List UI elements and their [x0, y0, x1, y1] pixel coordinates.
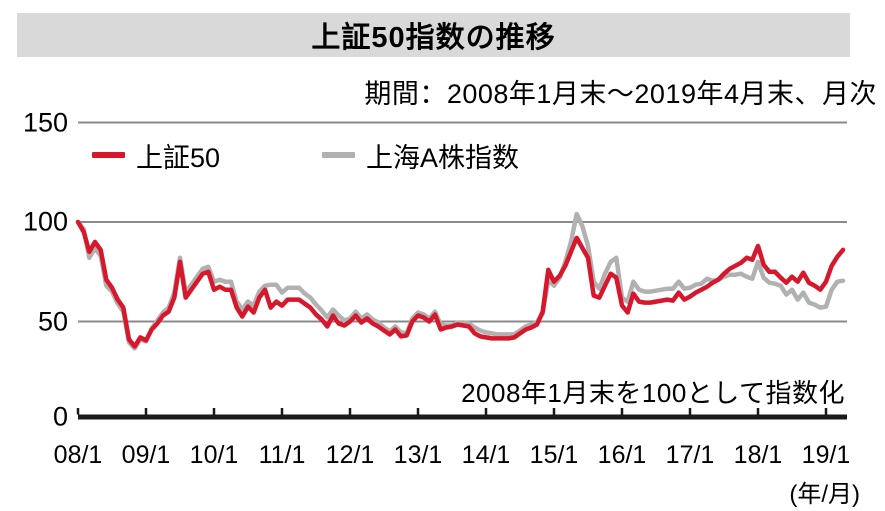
y-tick-label-50: 50 [37, 306, 68, 336]
chart-legend: 上証50 上海A株指数 [92, 140, 519, 173]
legend-item-sse50: 上証50 [92, 136, 220, 175]
index-base-annotation: 2008年1月末を100として指数化 [461, 378, 845, 408]
x-tick-label-09-1: 09/1 [121, 441, 171, 469]
x-tick-label-14-1: 14/1 [461, 441, 511, 469]
x-tick-label-18-1: 18/1 [733, 441, 783, 469]
x-tick-label-12-1: 12/1 [325, 441, 375, 469]
x-tick-label-08-1: 08/1 [53, 441, 103, 469]
x-tick-label-19-1: 19/1 [801, 441, 851, 469]
series-line-shanghai-a [75, 211, 846, 351]
x-tick-label-11-1: 11/1 [258, 441, 306, 469]
chart-subtitle: 期間：2008年1月末～2019年4月末、月次 [364, 79, 877, 109]
legend-item-shanghai-a: 上海A株指数 [322, 136, 519, 175]
axis-unit-label: (年/月) [789, 481, 860, 508]
x-tick-label-10-1: 10/1 [189, 441, 239, 469]
chart-title-banner: 上証50指数の推移 [17, 13, 850, 57]
chart-title: 上証50指数の推移 [311, 22, 556, 54]
series-line-sse50 [75, 219, 846, 349]
y-tick-label-100: 100 [22, 206, 68, 237]
y-tick-label-150: 150 [22, 107, 68, 137]
x-tick-label-16-1: 16/1 [597, 441, 647, 469]
y-tick-label-0: 0 [52, 401, 68, 432]
legend-label-sse50: 上証50 [136, 142, 221, 173]
legend-label-shanghai-a: 上海A株指数 [366, 142, 520, 173]
legend-swatch-gray-line [322, 152, 356, 158]
x-tick-label-17-1: 17/1 [665, 441, 715, 469]
legend-swatch-red-line [92, 152, 125, 158]
x-tick-label-15-1: 15/1 [529, 441, 579, 469]
x-tick-label-13-1: 13/1 [393, 441, 443, 469]
